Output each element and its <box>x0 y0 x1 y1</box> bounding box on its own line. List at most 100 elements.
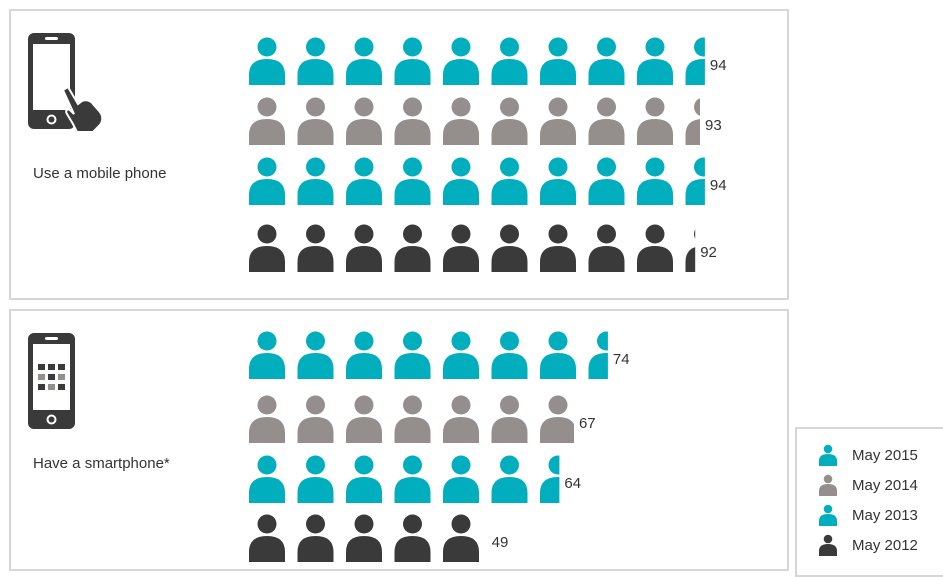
person-icon <box>491 157 528 205</box>
person-icon <box>394 455 431 503</box>
person-icon <box>540 331 576 379</box>
legend-label: May 2014 <box>852 476 918 494</box>
person-icon <box>443 37 479 85</box>
person-icon <box>588 157 625 205</box>
value-label: 67 <box>579 415 596 432</box>
bar-may-2012 <box>249 224 696 272</box>
person-icon <box>249 455 285 503</box>
legend-swatch-body <box>819 514 837 526</box>
person-icon <box>394 37 431 85</box>
person-icon <box>637 224 673 272</box>
legend-label: May 2012 <box>852 536 918 554</box>
person-icon <box>297 395 334 443</box>
person-icon <box>540 97 576 145</box>
person-icon <box>394 331 431 379</box>
person-icon <box>819 474 837 496</box>
person-icon <box>394 224 431 272</box>
person-icon <box>249 331 285 379</box>
person-icon <box>491 395 528 443</box>
panel-label-mobile-phone: Use a mobile phone <box>33 165 167 182</box>
person-icon <box>249 37 285 85</box>
person-icon <box>588 331 608 379</box>
person-icon <box>346 395 382 443</box>
mobile-phone-panel: Use a mobile phone 94 93 94 92 <box>9 9 789 300</box>
person-icon <box>346 514 382 562</box>
person-icon <box>685 98 701 145</box>
person-icon <box>819 534 837 556</box>
legend-swatch-body <box>819 544 837 556</box>
value-label: 93 <box>705 117 722 134</box>
legend-item: May 2014 <box>819 473 918 497</box>
legend-label: May 2013 <box>852 506 918 524</box>
person-icon <box>540 224 576 272</box>
bar-may-2014 <box>249 97 701 145</box>
person-icon <box>297 514 334 562</box>
person-icon <box>394 157 431 205</box>
legend-item: May 2015 <box>819 443 918 467</box>
person-icon <box>297 224 334 272</box>
person-icon <box>346 157 382 205</box>
value-label: 92 <box>700 244 717 261</box>
person-icon <box>540 37 576 85</box>
person-icon <box>346 331 382 379</box>
value-label: 49 <box>492 534 509 551</box>
person-icon <box>394 97 431 145</box>
person-icon <box>443 395 479 443</box>
person-icon <box>588 224 625 272</box>
person-icon <box>588 37 625 85</box>
person-icon <box>394 514 431 562</box>
person-icon <box>346 97 382 145</box>
chart-mobile-phone: 94 93 94 92 <box>249 37 727 272</box>
person-icon <box>346 455 382 503</box>
legend-item: May 2013 <box>819 503 918 527</box>
person-icon <box>443 97 479 145</box>
person-icon <box>443 157 479 205</box>
person-icon <box>346 37 382 85</box>
person-icon <box>685 229 696 272</box>
value-label: 74 <box>613 351 630 368</box>
person-icon <box>491 37 528 85</box>
person-icon <box>297 97 334 145</box>
person-icon <box>249 97 285 145</box>
person-icon <box>346 224 382 272</box>
person-icon <box>540 395 574 443</box>
panel-label-smartphone: Have a smartphone* <box>33 455 170 472</box>
bar-may-2015 <box>249 331 608 379</box>
bar-may-2013 <box>249 157 705 205</box>
person-icon <box>685 157 705 205</box>
person-icon <box>637 157 673 205</box>
person-icon <box>249 224 285 272</box>
person-icon <box>491 331 528 379</box>
legend: May 2015 May 2014 May 2013 May 2012 <box>795 427 943 577</box>
person-icon <box>297 455 334 503</box>
legend-swatch-body <box>819 454 837 466</box>
bar-may-2012 <box>249 514 479 562</box>
value-label: 64 <box>564 475 581 492</box>
person-icon <box>819 504 837 526</box>
person-icon <box>249 395 285 443</box>
person-icon <box>297 37 334 85</box>
legend-item: May 2012 <box>819 533 918 557</box>
person-icon <box>491 224 528 272</box>
person-icon <box>588 97 625 145</box>
value-label: 94 <box>710 177 727 194</box>
touch-phone-icon <box>28 33 104 132</box>
person-icon <box>819 444 837 466</box>
person-icon <box>637 97 673 145</box>
person-icon <box>249 514 285 562</box>
person-icon <box>637 37 673 85</box>
person-icon <box>297 331 334 379</box>
person-icon <box>491 455 528 503</box>
legend-swatch <box>823 534 833 544</box>
person-icon <box>540 455 560 503</box>
legend-swatch <box>823 504 833 514</box>
legend-label: May 2015 <box>852 446 918 464</box>
person-icon <box>249 157 285 205</box>
chart-smartphone: 74 67 64 49 <box>249 331 630 562</box>
person-icon <box>540 157 576 205</box>
person-icon <box>685 37 705 85</box>
person-icon <box>443 455 479 503</box>
smartphone-apps-icon <box>28 333 75 429</box>
bar-may-2014 <box>249 395 574 443</box>
bar-may-2015 <box>249 37 705 85</box>
